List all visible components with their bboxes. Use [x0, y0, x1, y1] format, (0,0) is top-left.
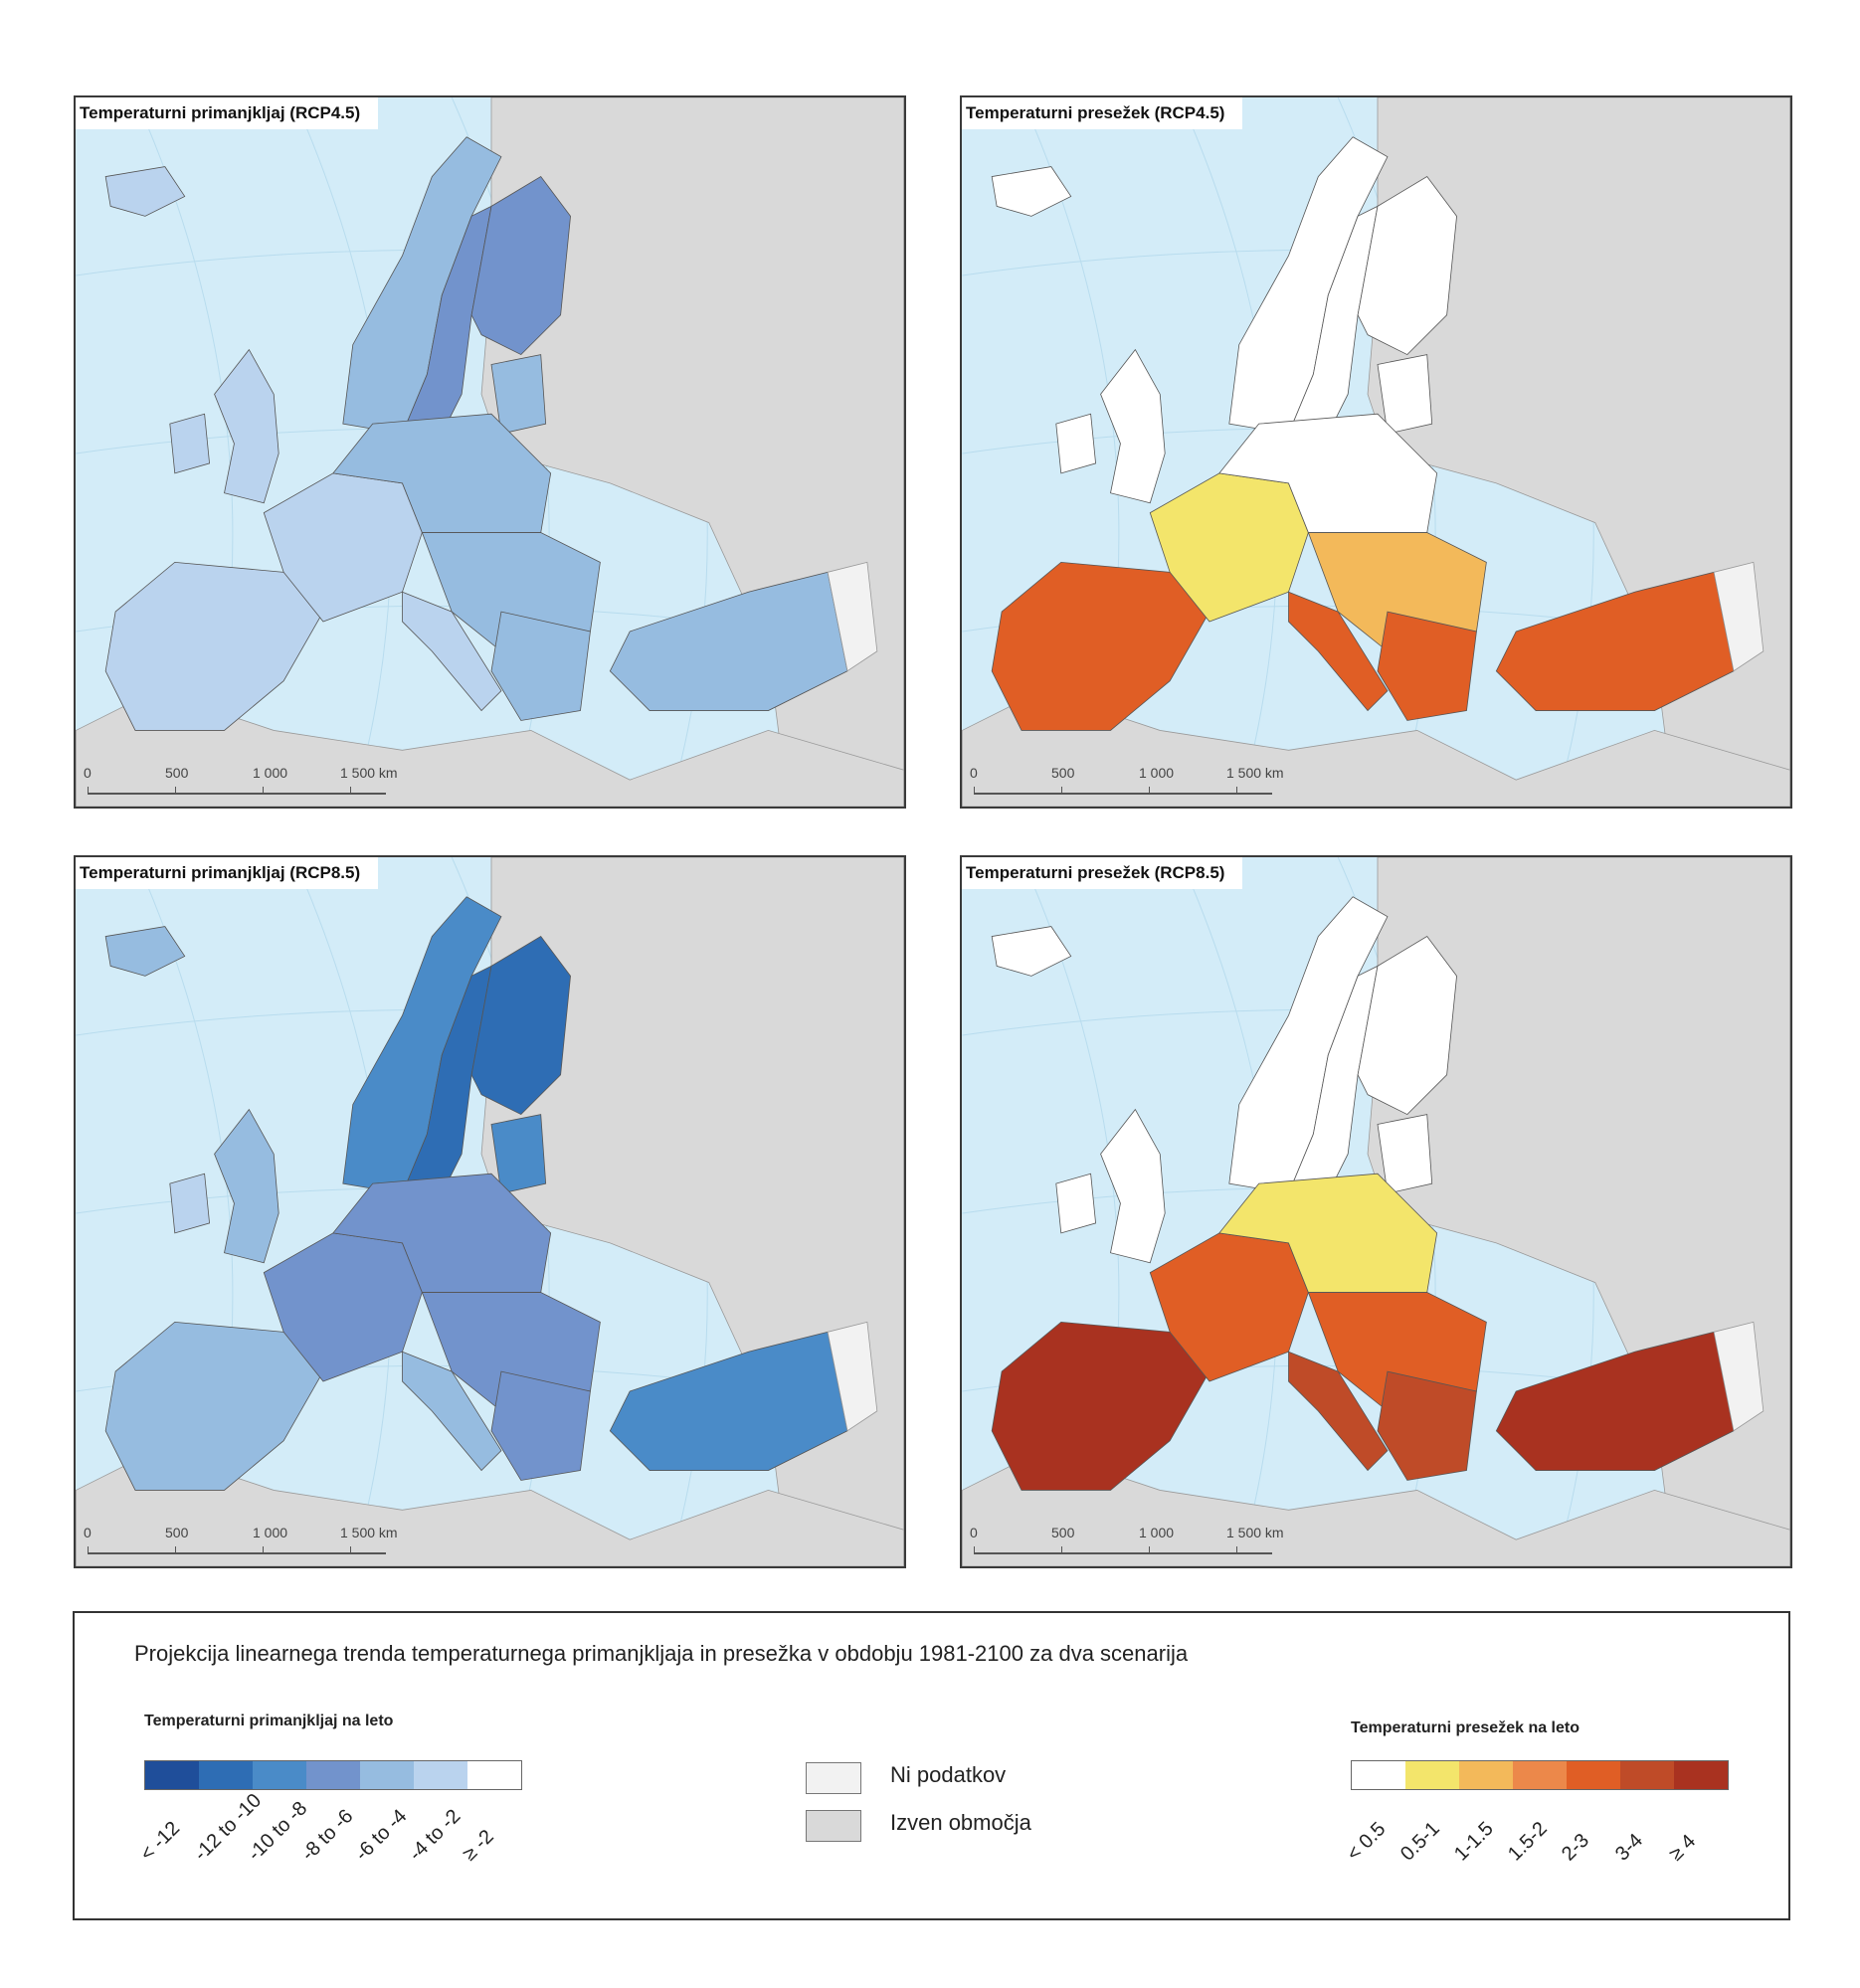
- outside-label: Izven območja: [890, 1810, 1031, 1835]
- no-data-area: [1713, 1321, 1765, 1432]
- region-iberia: [991, 561, 1210, 731]
- legend-swatch: [1620, 1761, 1674, 1789]
- region-italy: [402, 1351, 502, 1472]
- region-baltics: [1377, 354, 1433, 435]
- excess-legend-title: Temperaturni presežek na leto: [1351, 1719, 1580, 1736]
- scale-bar: 0 500 1 000 1 500 km: [84, 1525, 402, 1558]
- legend-class-label: ≥ -2: [459, 1825, 498, 1866]
- region-ireland: [169, 1173, 211, 1234]
- legend-class-label: < 0.5: [1343, 1818, 1391, 1866]
- deficit-legend-title: Temperaturni primanjkljaj na leto: [144, 1713, 394, 1729]
- region-ireland: [1055, 1173, 1097, 1234]
- region-finland: [470, 936, 571, 1116]
- legend-swatch: [467, 1761, 521, 1789]
- map-canvas: [962, 857, 1790, 1566]
- region-central: [332, 1173, 552, 1293]
- region-iceland: [104, 166, 186, 217]
- region-baltics: [490, 354, 547, 435]
- legend-class-label: ≥ 4: [1665, 1830, 1701, 1866]
- no-data-area: [827, 561, 878, 672]
- region-iberia: [104, 1321, 324, 1491]
- no-data-area: [1713, 561, 1765, 672]
- excess-color-ramp: [1351, 1760, 1729, 1790]
- legend-swatch: [1405, 1761, 1459, 1789]
- region-ireland: [1055, 413, 1097, 474]
- region-baltics: [490, 1114, 547, 1194]
- region-ireland: [169, 413, 211, 474]
- legend-swatch: [1459, 1761, 1513, 1789]
- no-data-swatch: [806, 1762, 861, 1794]
- map-title: Temperaturni presežek (RCP8.5): [962, 857, 1243, 889]
- region-iceland: [991, 926, 1072, 977]
- map-canvas: [76, 97, 904, 807]
- region-balkans: [490, 1370, 591, 1481]
- outside-swatch: [806, 1810, 861, 1842]
- map-canvas: [76, 857, 904, 1566]
- map-deficit-rcp85: Temperaturni primanjkljaj (RCP8.5) 0 500…: [74, 855, 906, 1568]
- region-balkans: [490, 611, 591, 721]
- legend-swatch: [199, 1761, 253, 1789]
- region-turkey: [1495, 571, 1735, 711]
- map-title: Temperaturni presežek (RCP4.5): [962, 97, 1243, 129]
- legend-class-label: 1.5-2: [1504, 1817, 1552, 1866]
- region-finland: [1357, 936, 1457, 1116]
- region-balkans: [1377, 611, 1477, 721]
- legend-swatch: [1567, 1761, 1620, 1789]
- region-balkans: [1377, 1370, 1477, 1481]
- region-central: [1218, 1173, 1438, 1293]
- region-uk: [1100, 1108, 1166, 1264]
- region-italy: [1288, 591, 1389, 712]
- legend-swatch: [145, 1761, 199, 1789]
- region-uk: [214, 1108, 279, 1264]
- region-turkey: [609, 571, 848, 711]
- region-uk: [214, 348, 279, 504]
- legend-swatch: [306, 1761, 360, 1789]
- region-turkey: [1495, 1331, 1735, 1471]
- legend-class-label: 0.5-1: [1396, 1817, 1444, 1866]
- scale-bar: 0 500 1 000 1 500 km: [84, 765, 402, 799]
- legend-class-label: -6 to -4: [351, 1805, 412, 1866]
- region-baltics: [1377, 1114, 1433, 1194]
- scale-bar: 0 500 1 000 1 500 km: [970, 1525, 1288, 1558]
- region-central: [332, 413, 552, 533]
- legend-class-label: -4 to -2: [405, 1805, 465, 1866]
- legend: Projekcija linearnega trenda temperaturn…: [73, 1611, 1790, 1920]
- legend-swatch: [360, 1761, 414, 1789]
- region-italy: [1288, 1351, 1389, 1472]
- map-title: Temperaturni primanjkljaj (RCP8.5): [76, 857, 379, 889]
- region-finland: [1357, 176, 1457, 356]
- region-central: [1218, 413, 1438, 533]
- legend-swatch: [1513, 1761, 1567, 1789]
- region-iceland: [991, 166, 1072, 217]
- map-excess-rcp85: Temperaturni presežek (RCP8.5) 0 500 1 0…: [960, 855, 1792, 1568]
- region-turkey: [609, 1331, 848, 1471]
- region-uk: [1100, 348, 1166, 504]
- legend-swatch: [1352, 1761, 1405, 1789]
- region-italy: [402, 591, 502, 712]
- legend-class-label: < -12: [136, 1817, 185, 1866]
- deficit-color-ramp: [144, 1760, 522, 1790]
- no-data-label: Ni podatkov: [890, 1762, 1007, 1787]
- legend-class-label: 1-1.5: [1450, 1817, 1498, 1866]
- region-finland: [470, 176, 571, 356]
- legend-swatch: [253, 1761, 306, 1789]
- map-title: Temperaturni primanjkljaj (RCP4.5): [76, 97, 379, 129]
- region-iceland: [104, 926, 186, 977]
- map-excess-rcp45: Temperaturni presežek (RCP4.5) 0 500 1 0…: [960, 95, 1792, 809]
- region-iberia: [991, 1321, 1210, 1491]
- legend-class-label: 3-4: [1611, 1829, 1647, 1866]
- legend-swatch: [1674, 1761, 1728, 1789]
- legend-title: Projekcija linearnega trenda temperaturn…: [134, 1641, 1189, 1666]
- region-iberia: [104, 561, 324, 731]
- no-data-area: [827, 1321, 878, 1432]
- scale-bar: 0 500 1 000 1 500 km: [970, 765, 1288, 799]
- legend-class-label: 2-3: [1558, 1829, 1593, 1866]
- map-canvas: [962, 97, 1790, 807]
- map-deficit-rcp45: Temperaturni primanjkljaj (RCP4.5) 0 500…: [74, 95, 906, 809]
- legend-swatch: [414, 1761, 467, 1789]
